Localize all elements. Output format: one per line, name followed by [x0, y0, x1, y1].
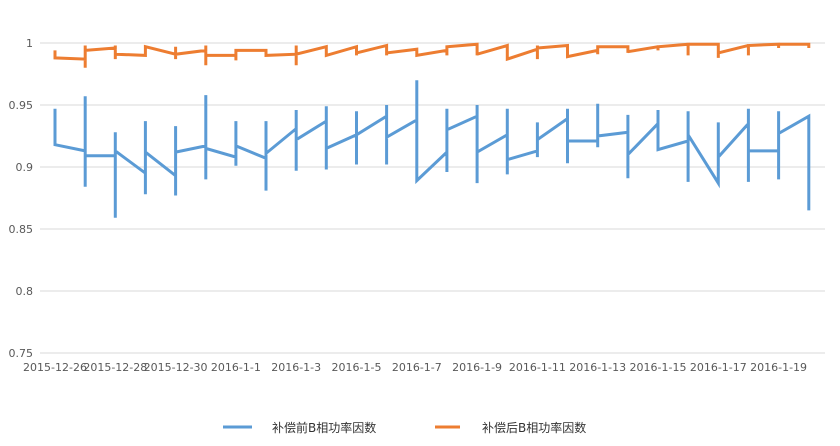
y-tick-label: 0.75	[9, 347, 34, 360]
legend: 补偿前B相功率因数 补偿后B相功率因数	[223, 420, 586, 435]
x-tick-label: 2016-1-7	[392, 361, 442, 374]
series-lines	[53, 42, 811, 218]
x-tick-label: 2015-12-28	[83, 361, 147, 374]
legend-label-before: 补偿前B相功率因数	[272, 420, 376, 435]
x-tick-label: 2016-1-9	[452, 361, 502, 374]
series-line-1	[53, 42, 811, 68]
x-tick-label: 2016-1-1	[211, 361, 261, 374]
x-tick-label: 2015-12-26	[23, 361, 87, 374]
x-tick-label: 2016-1-15	[630, 361, 687, 374]
x-tick-label: 2016-1-11	[509, 361, 566, 374]
x-tick-label: 2016-1-5	[332, 361, 382, 374]
x-tick-label: 2016-1-17	[690, 361, 747, 374]
x-tick-label: 2016-1-13	[569, 361, 626, 374]
y-tick-label: 0.85	[9, 223, 34, 236]
series-line-0	[53, 80, 811, 218]
x-tick-label: 2016-1-19	[750, 361, 807, 374]
x-tick-label: 2016-1-3	[271, 361, 321, 374]
y-tick-label: 0.95	[9, 99, 34, 112]
y-tick-label: 1	[26, 37, 33, 50]
y-axis-ticks: 0.75 0.8 0.85 0.9 0.95 1	[9, 37, 34, 360]
y-tick-label: 0.8	[16, 285, 34, 298]
gridlines	[40, 42, 825, 354]
y-tick-label: 0.9	[16, 161, 34, 174]
x-tick-label: 2015-12-30	[144, 361, 208, 374]
legend-label-after: 补偿后B相功率因数	[482, 420, 586, 435]
